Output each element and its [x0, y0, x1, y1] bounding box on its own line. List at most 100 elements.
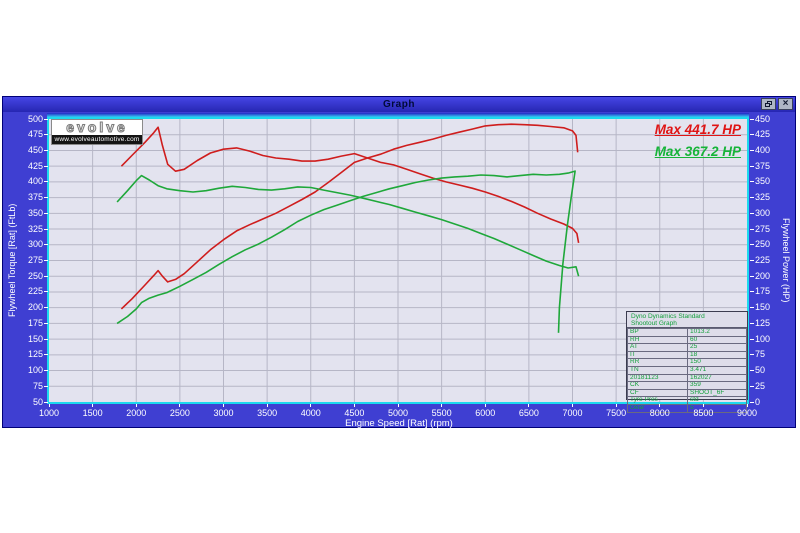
table-row-value: 60: [687, 335, 747, 345]
x-axis-tick-label: 6000: [475, 408, 496, 418]
right-axis-tick-label: 225: [755, 255, 771, 265]
right-axis-tick-label: 275: [755, 223, 771, 234]
left-axis-tick-label: 150: [27, 333, 43, 344]
table-row-value: 18: [687, 350, 747, 360]
x-axis-tick: [92, 404, 94, 407]
table-row-value: 3.471: [687, 365, 747, 375]
run-info-header: Dyno Dynamics Standard Shootout Graph: [627, 312, 747, 328]
x-axis-tick: [266, 404, 268, 407]
right-axis-tick: [750, 197, 754, 199]
left-axis-tick: [44, 385, 48, 387]
left-axis-tick-label: 100: [27, 365, 43, 376]
right-axis-tick: [750, 338, 754, 340]
x-axis-tick: [353, 404, 355, 407]
x-axis-tick-label: 5500: [431, 408, 452, 418]
left-axis-tick-label: 325: [27, 223, 43, 234]
x-axis-tick: [659, 404, 661, 407]
table-row: RH 60: [627, 335, 747, 345]
evolve-logo-text: evolve: [66, 119, 128, 135]
table-row-value: 5: [687, 403, 747, 413]
x-axis-tick: [572, 404, 573, 407]
table-row: CK 359: [627, 381, 747, 390]
left-axis-tick: [44, 260, 48, 261]
table-row-label: BP: [627, 328, 688, 337]
right-axis-tick-label: 400: [755, 144, 771, 155]
left-axis-tick-label: 200: [27, 302, 43, 313]
right-axis-tick-label: 200: [755, 270, 771, 281]
right-axis-tick-label: 25: [755, 380, 766, 391]
flywheel-power-green-curve: [116, 170, 576, 333]
table-row: 20181123 162027: [627, 373, 747, 383]
right-axis-tick: [750, 385, 754, 387]
left-axis-tick-label: 400: [27, 176, 43, 187]
left-axis-tick: [44, 228, 48, 230]
evolve-logo-url: www.evolveautomotive.com: [52, 135, 142, 144]
left-axis-tick: [44, 322, 48, 324]
left-axis-tick-label: 300: [27, 239, 43, 250]
left-axis-tick: [44, 212, 48, 214]
table-row: TN 3.471: [627, 365, 747, 375]
left-axis-tick-label: 125: [27, 349, 43, 360]
title-bar[interactable]: Graph ×: [3, 97, 795, 112]
close-icon: ×: [782, 98, 789, 109]
restore-button[interactable]: [761, 98, 776, 110]
left-axis-tick-label: 350: [27, 207, 43, 218]
graph-window: Graph × evolve www.evolveautomotive.com …: [2, 96, 796, 429]
table-row-label: TN: [627, 365, 688, 375]
right-axis-tick: [750, 291, 754, 293]
right-axis-tick: [750, 401, 754, 403]
table-row-value: 1013.2: [687, 328, 747, 337]
x-axis-tick-label: 1000: [38, 408, 60, 418]
left-axis-tick: [44, 165, 48, 167]
x-axis-tick: [397, 404, 399, 407]
right-axis-tick: [750, 228, 754, 230]
x-axis-tick: [528, 404, 530, 407]
left-axis-tick-label: 225: [27, 286, 43, 297]
left-axis-tick: [44, 118, 48, 120]
right-axis-tick-label: 0: [755, 396, 761, 407]
left-axis-tick: [44, 275, 48, 277]
x-axis-tick: [702, 404, 704, 407]
flywheel-power-red-curve: [120, 123, 579, 310]
flywheel-torque-red-curve: [120, 126, 580, 244]
x-axis-tick: [746, 404, 748, 407]
x-axis-tick-label: 3000: [213, 408, 234, 418]
window-controls: ×: [761, 98, 793, 110]
right-axis-tick-label: 125: [755, 317, 771, 328]
table-row-value: 162027: [687, 373, 747, 383]
table-row-label: IT: [627, 350, 688, 360]
restore-icon: [765, 101, 772, 107]
table-row-value: std: [687, 396, 747, 405]
x-axis-tick-label: 2000: [126, 408, 147, 418]
evolve-logo: evolve www.evolveautomotive.com: [51, 119, 143, 145]
right-axis-tick: [750, 118, 754, 120]
right-axis-title: Flywheel Power (HP): [781, 218, 791, 303]
left-axis-tick-label: 475: [27, 129, 43, 140]
table-row-label: CK: [627, 381, 688, 390]
table-row: IT 18: [627, 350, 747, 360]
max-power-green-label: Max 367.2 HP: [654, 144, 741, 159]
close-button[interactable]: ×: [778, 98, 793, 110]
left-axis-tick: [44, 181, 48, 183]
table-row: BP 1013.2: [627, 328, 747, 337]
left-axis-tick-label: 375: [27, 192, 43, 203]
right-axis-tick-label: 75: [755, 349, 766, 360]
right-axis-tick: [750, 149, 754, 151]
table-row-label: RH: [627, 335, 688, 345]
right-axis-tick-label: 50: [755, 365, 766, 376]
left-axis-tick: [44, 307, 48, 309]
right-axis-tick: [750, 181, 754, 183]
x-axis-tick-label: 7500: [606, 408, 627, 418]
left-axis-tick: [44, 338, 48, 340]
right-axis-tick: [750, 370, 754, 372]
right-axis-tick-label: 350: [755, 176, 771, 187]
x-axis-tick-label: 9000: [736, 408, 758, 418]
x-axis-tick: [48, 404, 50, 407]
left-axis-tick-label: 450: [27, 144, 43, 155]
left-axis-title: Flywheel Torque [Rat] (FtLb): [7, 203, 17, 318]
x-axis-tick: [179, 404, 181, 407]
x-axis-tick: [310, 404, 312, 407]
left-axis-tick: [44, 244, 48, 246]
run-info-header-line2: Shootout Graph: [631, 320, 677, 327]
right-axis-tick-label: 250: [755, 239, 771, 250]
